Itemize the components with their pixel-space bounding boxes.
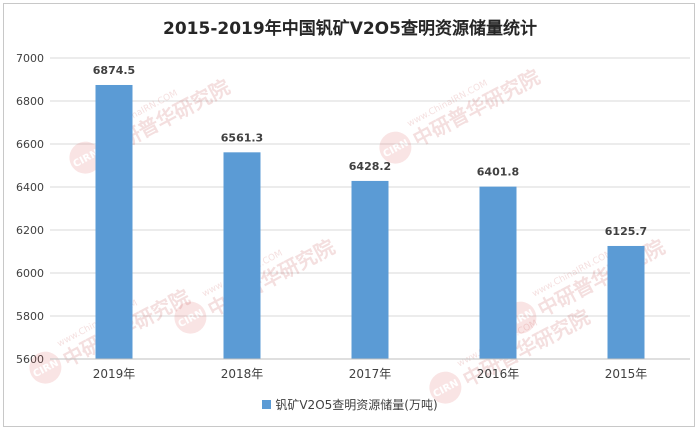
data-label: 6561.3 bbox=[221, 131, 263, 144]
data-label: 6428.2 bbox=[349, 160, 391, 173]
x-axis: 2019年 2018年 2017年 2016年 2015年 bbox=[50, 358, 690, 381]
y-tick-label: 6000 bbox=[16, 267, 44, 280]
bar bbox=[95, 84, 133, 360]
y-tick-label: 5800 bbox=[16, 310, 44, 323]
x-tick-label: 2019年 bbox=[93, 367, 136, 381]
y-tick-label: 6200 bbox=[16, 224, 44, 237]
chart-title: 2015-2019年中国钒矿V2O5查明资源储量统计 bbox=[163, 19, 537, 39]
x-tick-label: 2018年 bbox=[221, 367, 264, 381]
legend-label: 钒矿V2O5查明资源储量(万吨) bbox=[275, 398, 438, 412]
x-tick-label: 2016年 bbox=[477, 367, 520, 381]
bar bbox=[479, 186, 517, 359]
data-label: 6125.7 bbox=[605, 225, 647, 238]
watermark-badge-icon bbox=[429, 371, 462, 404]
data-label: 6401.8 bbox=[477, 166, 519, 179]
data-label: 6874.5 bbox=[93, 64, 135, 77]
bar bbox=[607, 245, 645, 359]
bar bbox=[223, 152, 261, 359]
watermark-badge-icon bbox=[379, 131, 412, 164]
watermark-badge-icon bbox=[69, 141, 102, 174]
y-tick-label: 5600 bbox=[16, 353, 44, 366]
data-labels: 6874.5 6561.3 6428.2 6401.8 6125.7 bbox=[93, 64, 647, 238]
bar bbox=[351, 180, 389, 359]
x-tick-label: 2015年 bbox=[605, 367, 648, 381]
watermark-badge-icon bbox=[174, 301, 207, 334]
x-tick-label: 2017年 bbox=[349, 367, 392, 381]
legend: 钒矿V2O5查明资源储量(万吨) bbox=[0, 396, 700, 413]
watermark-badge-icon bbox=[29, 351, 62, 384]
y-tick-label: 7000 bbox=[16, 52, 44, 65]
y-axis: 5600 5800 6000 6200 6400 6600 6800 7000 bbox=[16, 52, 44, 366]
y-tick-label: 6400 bbox=[16, 181, 44, 194]
y-tick-label: 6800 bbox=[16, 95, 44, 108]
legend-swatch bbox=[262, 400, 272, 409]
bars bbox=[95, 84, 645, 360]
y-tick-label: 6600 bbox=[16, 138, 44, 151]
